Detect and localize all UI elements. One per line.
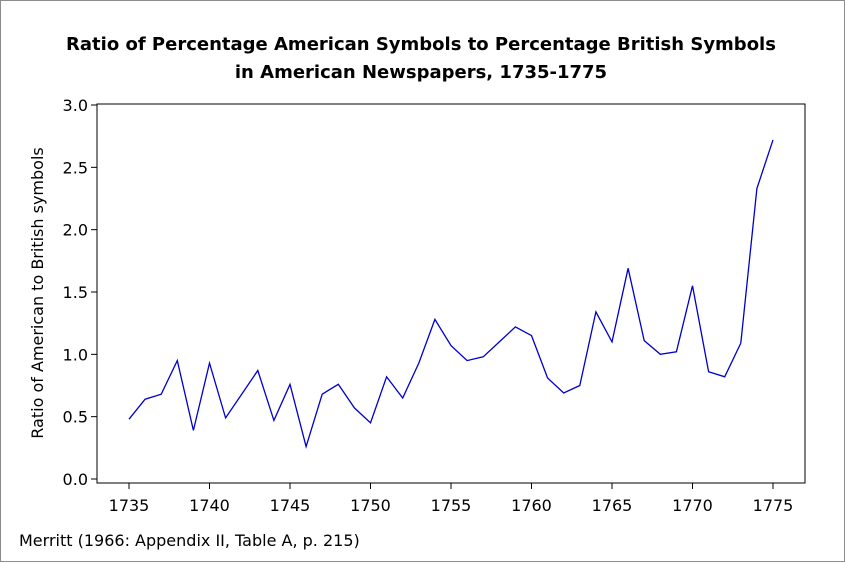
data-point <box>610 339 615 344</box>
y-axis: 0.0 0.5 1.0 1.5 2.0 2.5 3.0 <box>63 96 97 489</box>
x-tick-label: 1755 <box>431 496 472 515</box>
data-point <box>674 349 679 354</box>
data-point <box>416 361 421 366</box>
x-tick-label: 1775 <box>753 496 794 515</box>
data-point <box>529 333 534 338</box>
data-point <box>400 396 405 401</box>
data-point <box>690 283 695 288</box>
data-point <box>738 341 743 346</box>
data-point <box>304 444 309 449</box>
data-point <box>449 343 454 348</box>
data-point <box>271 418 276 423</box>
y-axis-label: Ratio of American to British symbols <box>28 147 47 438</box>
data-point <box>159 392 164 397</box>
data-point <box>706 369 711 374</box>
y-tick-label: 2.5 <box>63 158 88 177</box>
x-axis: 1735 1740 1745 1750 1755 1760 1765 1770 1775 <box>109 483 794 515</box>
chart-subtitle: in American Newspapers, 1735-1775 <box>235 62 607 83</box>
x-tick-label: 1745 <box>270 496 311 515</box>
data-point <box>497 339 502 344</box>
data-point <box>561 391 566 396</box>
data-point <box>771 137 776 142</box>
x-tick-label: 1750 <box>350 496 391 515</box>
chart-title: Ratio of Percentage American Symbols to … <box>66 34 776 55</box>
data-point <box>207 361 212 366</box>
data-point <box>175 358 180 363</box>
data-point <box>481 354 486 359</box>
data-point <box>320 392 325 397</box>
data-point <box>336 382 341 387</box>
x-tick-label: 1760 <box>511 496 552 515</box>
data-point <box>223 415 228 420</box>
x-tick-label: 1770 <box>672 496 713 515</box>
data-point <box>626 266 631 271</box>
data-point <box>288 382 293 387</box>
y-tick-label: 3.0 <box>63 96 88 115</box>
data-point <box>658 352 663 357</box>
x-tick-label: 1735 <box>109 496 150 515</box>
data-point <box>754 186 759 191</box>
y-tick-label: 0.0 <box>63 470 88 489</box>
plot-area-frame <box>96 103 806 484</box>
y-tick-label: 0.5 <box>63 408 88 427</box>
data-point <box>352 405 357 410</box>
y-tick-label: 1.0 <box>63 345 88 364</box>
data-point <box>143 397 148 402</box>
data-point <box>545 376 550 381</box>
series-layer <box>127 137 776 449</box>
x-tick-label: 1740 <box>189 496 230 515</box>
data-point <box>432 317 437 322</box>
data-point <box>722 374 727 379</box>
data-point <box>384 374 389 379</box>
data-point <box>513 324 518 329</box>
series-line <box>128 139 774 449</box>
data-point <box>368 420 373 425</box>
data-point <box>593 309 598 314</box>
data-point <box>577 383 582 388</box>
data-point <box>255 368 260 373</box>
y-tick-label: 1.5 <box>63 283 88 302</box>
source-note: Merritt (1966: Appendix II, Table A, p. … <box>19 531 360 550</box>
data-point <box>465 358 470 363</box>
data-point <box>239 392 244 397</box>
data-point <box>127 417 132 422</box>
y-tick-label: 2.0 <box>63 221 88 240</box>
x-tick-label: 1765 <box>592 496 633 515</box>
data-point <box>642 338 647 343</box>
data-point <box>191 428 196 433</box>
